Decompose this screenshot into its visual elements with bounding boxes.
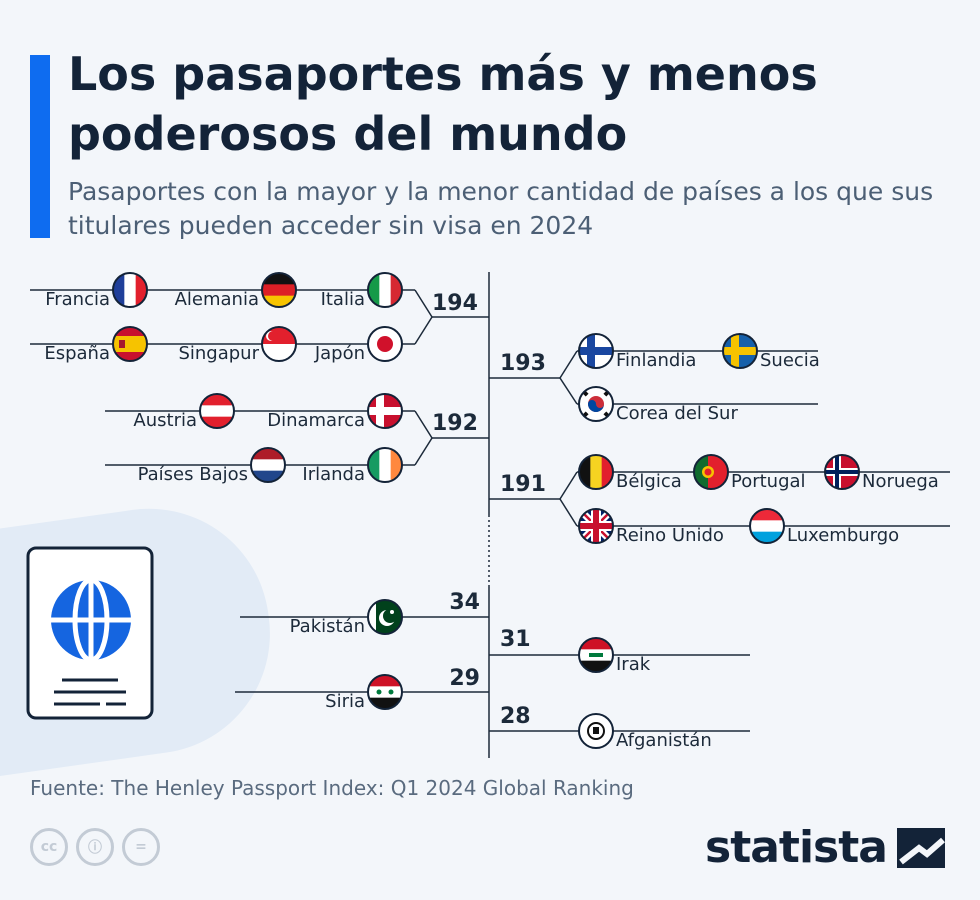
value-label-34: 34 [449, 590, 480, 615]
country-label-pakistan: Pakistán [290, 616, 365, 637]
flag-alemania-icon [261, 272, 297, 308]
country-label-irak: Irak [616, 654, 651, 675]
no-derivatives-icon: = [122, 828, 160, 866]
country-label-japon: Japón [314, 343, 365, 364]
country-label-austria: Austria [133, 410, 197, 431]
flag-japon-icon [367, 326, 403, 362]
country-label-portugal: Portugal [731, 471, 806, 492]
statista-logo: statista [705, 822, 945, 873]
flag-austria-icon [199, 393, 235, 429]
flag-dinamarca-icon [367, 393, 403, 429]
country-label-noruega: Noruega [862, 471, 939, 492]
flag-portugal-icon [693, 454, 729, 490]
tree-lines [30, 272, 950, 758]
value-label-194: 194 [432, 291, 478, 316]
flag-suecia-icon [722, 333, 758, 369]
flag-reino-unido-icon [578, 508, 614, 544]
flag-pakistan-icon [367, 599, 403, 635]
value-label-29: 29 [449, 666, 480, 691]
flag-corea-del-sur-icon [578, 386, 614, 422]
country-label-francia: Francia [45, 289, 110, 310]
statista-mark-icon [896, 827, 945, 868]
country-label-afganistan: Afganistán [616, 730, 712, 751]
flag-paises-bajos-icon [250, 447, 286, 483]
source-note: Fuente: The Henley Passport Index: Q1 20… [30, 776, 634, 800]
brand-wordmark: statista [705, 822, 888, 873]
tree-marks: 194 Francia Alemania Italia España Singapur Ja… [44, 272, 939, 751]
country-label-reino-unido: Reino Unido [616, 525, 724, 546]
flag-finlandia-icon [578, 333, 614, 369]
country-label-alemania: Alemania [175, 289, 259, 310]
creative-commons-icon: cc [30, 828, 68, 866]
flag-noruega-icon [824, 454, 860, 490]
attribution-icon: ⓘ [76, 828, 114, 866]
country-label-finlandia: Finlandia [616, 350, 696, 371]
value-label-193: 193 [500, 351, 546, 376]
license-icons: cc ⓘ = [30, 828, 160, 866]
country-label-dinamarca: Dinamarca [267, 410, 365, 431]
flag-singapur-icon [261, 326, 297, 362]
value-label-191: 191 [500, 472, 546, 497]
flag-irak-icon [578, 637, 614, 673]
passport-illustration [26, 546, 154, 720]
chart-subtitle: Pasaportes con la mayor y la menor canti… [68, 177, 934, 240]
chart-title: Los pasaportes más y menos poderosos del… [68, 47, 818, 161]
value-label-31: 31 [500, 627, 531, 652]
country-label-irlanda: Irlanda [302, 464, 365, 485]
country-label-singapur: Singapur [178, 343, 259, 364]
country-label-italia: Italia [321, 289, 365, 310]
flag-belgica-icon [578, 454, 614, 490]
country-label-paises-bajos: Países Bajos [138, 464, 248, 485]
country-label-luxemburgo: Luxemburgo [787, 525, 899, 546]
flag-afganistan-icon [578, 713, 614, 749]
country-label-corea-del-sur: Corea del Sur [616, 403, 738, 424]
country-label-suecia: Suecia [760, 350, 820, 371]
country-label-siria: Siria [325, 691, 365, 712]
country-label-belgica: Bélgica [616, 471, 682, 492]
value-label-192: 192 [432, 411, 478, 436]
flag-irlanda-icon [367, 447, 403, 483]
country-label-espana: España [44, 343, 110, 364]
value-label-28: 28 [500, 704, 531, 729]
title-accent-bar [30, 55, 50, 238]
flag-francia-icon [112, 272, 148, 308]
flag-espana-icon [112, 326, 148, 362]
flag-siria-icon [367, 674, 403, 710]
flag-italia-icon [367, 272, 403, 308]
globe-icon [51, 577, 131, 663]
flag-luxemburgo-icon [749, 508, 785, 544]
